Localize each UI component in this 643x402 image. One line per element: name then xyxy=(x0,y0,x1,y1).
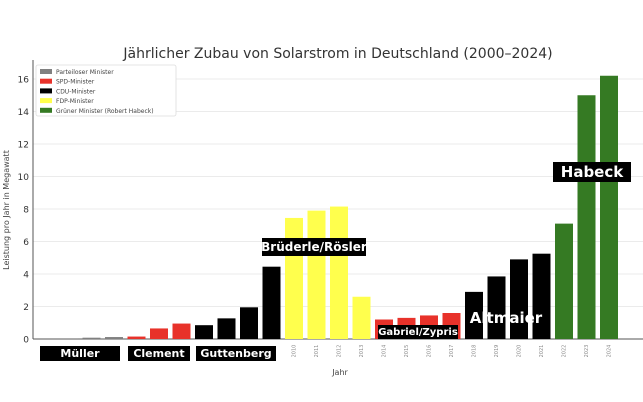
y-axis-label: Leistung pro Jahr in Megawatt xyxy=(2,150,11,270)
x-tick-label: 2023 xyxy=(584,345,590,358)
annotation-habeck: Habeck xyxy=(553,162,631,182)
bar-2019 xyxy=(487,276,506,339)
bar-2011 xyxy=(307,210,326,339)
x-tick-label: 2011 xyxy=(314,345,320,358)
bar-2022 xyxy=(555,223,573,339)
legend-label-cdu: CDU-Minister xyxy=(56,88,96,95)
legend xyxy=(35,64,177,117)
y-tick-label: 4 xyxy=(23,271,29,281)
bar-2023 xyxy=(577,95,596,339)
x-tick-label: 2024 xyxy=(607,345,613,358)
annotation-altmaier: Altmaier xyxy=(469,309,543,327)
x-tick-label: 2021 xyxy=(539,345,545,358)
y-tick-label: 14 xyxy=(18,108,30,118)
x-tick-label: 2022 xyxy=(562,345,568,358)
x-tick-label: 2015 xyxy=(404,345,410,358)
bar-2002 xyxy=(105,337,123,339)
x-tick-label: 2013 xyxy=(359,345,365,358)
y-tick-label: 8 xyxy=(23,206,29,216)
x-tick-label: 2020 xyxy=(517,345,523,358)
bar-2008 xyxy=(240,307,258,339)
y-tick-label: 12 xyxy=(18,141,29,151)
legend-label-green: Grüner Minister (Robert Habeck) xyxy=(56,108,154,115)
annotation-clement: Clement xyxy=(128,346,190,361)
bar-2007 xyxy=(217,318,236,339)
x-tick-label: 2014 xyxy=(382,345,388,358)
y-tick-label: 10 xyxy=(18,173,30,183)
legend-label-none: Parteiloser Minister xyxy=(56,69,114,76)
y-tick-label: 16 xyxy=(18,76,30,86)
y-tick-label: 0 xyxy=(23,336,29,346)
bar-2024 xyxy=(600,75,618,339)
annotation-bruederle-roesler: Brüderle/Rösler xyxy=(261,238,367,256)
x-tick-label: 2016 xyxy=(427,345,433,358)
x-tick-label: 2012 xyxy=(337,345,343,358)
y-tick-label: 6 xyxy=(23,238,29,248)
bar-2010 xyxy=(285,217,303,339)
bar-2004 xyxy=(150,328,168,339)
x-tick-label: 2018 xyxy=(472,345,478,358)
bar-2001 xyxy=(82,337,101,339)
bar-2018 xyxy=(465,291,483,339)
bar-2005 xyxy=(172,323,191,339)
x-tick-label: 2017 xyxy=(449,345,455,358)
chart-title: Jährlicher Zubau von Solarstrom in Deuts… xyxy=(122,46,552,62)
bar-2003 xyxy=(127,336,146,339)
bar-2000 xyxy=(60,338,78,339)
annotation-mueller: Müller xyxy=(40,346,120,361)
legend-label-spd: SPD-Minister xyxy=(56,79,95,86)
legend-swatch-fdp xyxy=(40,98,52,104)
x-axis-label: Jahr xyxy=(331,368,348,377)
legend-swatch-none xyxy=(40,69,52,74)
annotation-gabriel-zypris: Gabriel/Zypris xyxy=(378,325,458,339)
legend-swatch-spd xyxy=(40,78,52,84)
legend-label-fdp: FDP-Minister xyxy=(56,98,94,105)
legend-swatch-green xyxy=(40,107,52,113)
y-tick-label: 2 xyxy=(23,303,29,313)
x-tick-label: 2010 xyxy=(292,345,298,358)
bar-2006 xyxy=(195,325,213,339)
bar-2021 xyxy=(532,253,551,339)
annotation-guttenberg: Guttenberg xyxy=(196,346,276,361)
bar-2020 xyxy=(510,259,528,339)
x-tick-label: 2019 xyxy=(494,345,500,358)
bar-2012 xyxy=(330,206,348,339)
legend-swatch-cdu xyxy=(40,88,52,94)
bar-2013 xyxy=(352,296,371,339)
bar-2009 xyxy=(262,266,281,339)
